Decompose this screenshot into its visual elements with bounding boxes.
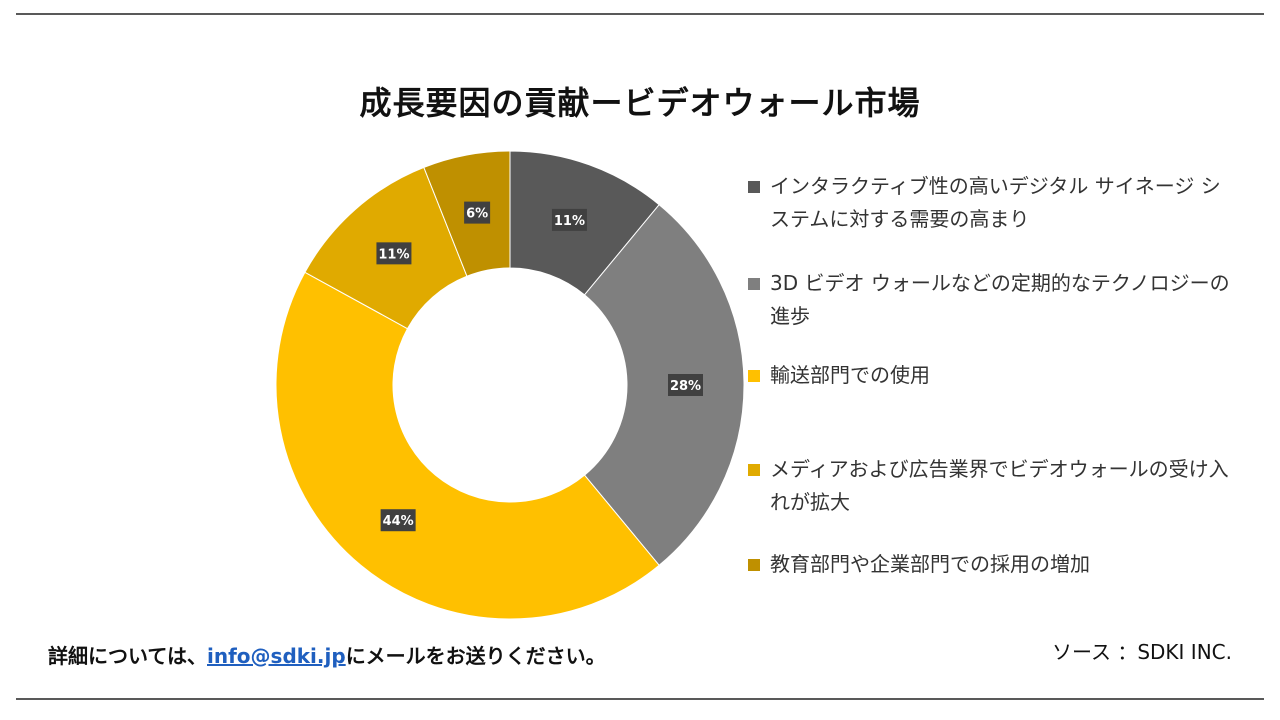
data-label-3: 44% [380, 509, 416, 532]
data-label-box-1 [551, 208, 587, 231]
legend-swatch-3 [748, 370, 760, 382]
legend-item-5: 教育部門や企業部門での採用の増加 [748, 548, 1230, 581]
legend-swatch-1 [748, 181, 760, 193]
donut-chart: 11% 28% 44% 11% 6% [275, 150, 745, 620]
legend-label-3: 輸送部門での使用 [770, 363, 930, 387]
legend-label-5: 教育部門や企業部門での採用の増加 [770, 552, 1090, 576]
data-label-1: 11% [551, 208, 587, 231]
contact-note: 詳細については、info@sdki.jpにメールをお送りください。 [48, 640, 606, 669]
data-label-text-4: 11% [378, 247, 409, 262]
donut-slice-3 [275, 271, 660, 620]
legend-item-1: インタラクティブ性の高いデジタル サイネージ システムに対する需要の高まり [748, 170, 1230, 236]
data-label-box-3 [380, 509, 416, 532]
legend-item-3: 輸送部門での使用 [748, 359, 1230, 392]
source-credit: ソース ：SDKI INC. [1051, 640, 1232, 664]
legend-swatch-2 [748, 278, 760, 290]
data-label-2: 28% [668, 374, 703, 396]
data-label-box-5 [464, 201, 491, 224]
chart-title: 成長要因の貢献ービデオウォール市場 [359, 84, 921, 122]
contact-prefix: 詳細については、 [48, 644, 207, 668]
legend-item-2: 3D ビデオ ウォールなどの定期的なテクノロジーの進歩 [748, 267, 1230, 333]
data-label-text-3: 44% [383, 514, 414, 529]
data-label-box-2 [668, 374, 703, 396]
data-label-text-2: 28% [670, 379, 701, 394]
email-link[interactable]: info@sdki.jp [207, 644, 346, 668]
legend-item-4: メディアおよび広告業界でビデオウォールの受け入れが拡大 [748, 453, 1230, 519]
top-rule [16, 13, 1264, 15]
data-label-box-4 [376, 242, 412, 265]
legend-label-1: インタラクティブ性の高いデジタル サイネージ システムに対する需要の高まり [770, 174, 1221, 231]
legend-swatch-5 [748, 559, 760, 571]
legend-label-4: メディアおよび広告業界でビデオウォールの受け入れが拡大 [770, 457, 1229, 514]
contact-suffix: にメールをお送りください。 [345, 644, 606, 668]
bottom-rule [16, 698, 1264, 700]
data-label-4: 11% [376, 242, 412, 265]
data-label-text-5: 6% [466, 207, 488, 222]
data-label-5: 6% [464, 201, 491, 224]
data-label-text-1: 11% [554, 214, 585, 229]
legend-label-2: 3D ビデオ ウォールなどの定期的なテクノロジーの進歩 [770, 271, 1230, 328]
donut-slice-2 [583, 203, 745, 567]
legend-swatch-4 [748, 464, 760, 476]
